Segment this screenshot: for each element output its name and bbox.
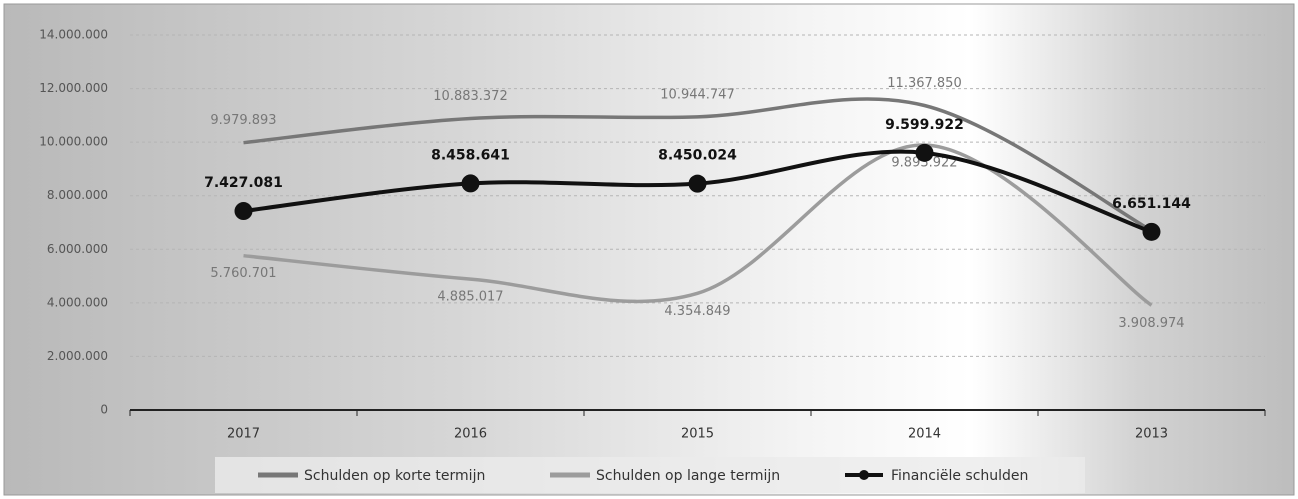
x-tick-label: 2013 — [1135, 427, 1168, 442]
data-label: 8.450.024 — [658, 148, 737, 164]
y-tick-label: 4.000.000 — [47, 295, 108, 309]
x-tick-label: 2014 — [908, 427, 941, 442]
y-tick-label: 12.000.000 — [39, 81, 108, 95]
y-tick-label: 8.000.000 — [47, 188, 108, 202]
point — [461, 174, 480, 193]
line-series — [243, 143, 1153, 307]
legend-box — [215, 457, 1085, 493]
data-label: 7.427.081 — [204, 175, 283, 191]
data-label: 5.760.701 — [210, 266, 276, 281]
y-tick-label: 10.000.000 — [39, 135, 108, 149]
legend-marker — [859, 470, 869, 480]
legend-label: Schulden op korte termijn — [304, 468, 485, 484]
data-label: 9.599.922 — [885, 117, 964, 133]
data-label: 4.354.849 — [664, 304, 730, 319]
data-label: 11.367.850 — [887, 76, 961, 91]
legend-label: Schulden op lange termijn — [596, 468, 780, 484]
point — [234, 202, 253, 221]
x-tick-label: 2015 — [681, 427, 714, 442]
data-label: 8.458.641 — [431, 147, 510, 163]
line-series — [243, 97, 1153, 233]
y-tick-label: 14.000.000 — [39, 28, 108, 42]
point — [1142, 222, 1161, 241]
x-tick-label: 2016 — [454, 427, 487, 442]
data-label: 10.883.372 — [433, 89, 507, 104]
x-tick-label: 2017 — [227, 427, 260, 442]
y-tick-label: 0 — [100, 403, 108, 417]
data-label: 9.979.893 — [210, 113, 276, 128]
y-tick-label: 2.000.000 — [47, 349, 108, 363]
data-label: 3.908.974 — [1118, 316, 1184, 331]
y-tick-label: 6.000.000 — [47, 242, 108, 256]
point — [688, 174, 707, 193]
data-label: 10.944.747 — [660, 87, 734, 102]
data-label: 9.893.922 — [891, 155, 957, 170]
data-label: 6.651.144 — [1112, 196, 1191, 212]
data-label: 4.885.017 — [437, 290, 503, 305]
legend-label: Financiële schulden — [891, 468, 1028, 484]
point — [915, 143, 934, 162]
